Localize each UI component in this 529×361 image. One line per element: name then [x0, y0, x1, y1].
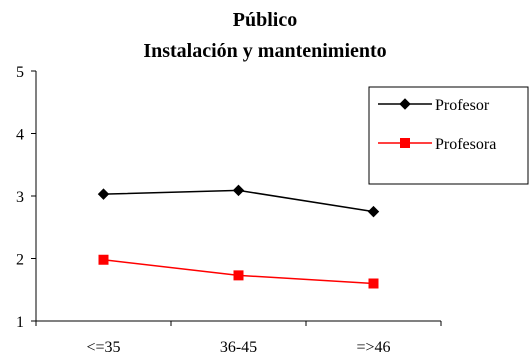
legend-marker: [400, 138, 410, 148]
data-point: [232, 184, 245, 197]
legend-entry: Profesor: [378, 97, 490, 114]
y-tick-label: 5: [16, 64, 24, 81]
x-tick-label: 36-45: [220, 339, 257, 356]
series-1: [97, 184, 380, 218]
legend-label: Profesora: [435, 136, 496, 153]
legend-marker: [399, 98, 411, 110]
series-2: [98, 254, 379, 289]
y-ticks: 1 2 3 4 5: [16, 64, 36, 331]
legend: Profesor Profesora: [368, 86, 529, 185]
data-point: [367, 205, 380, 218]
y-tick-label: 3: [16, 189, 24, 206]
data-point: [233, 270, 244, 281]
data-point: [97, 188, 110, 200]
chart-subtitle: Instalación y mantenimiento: [143, 40, 386, 62]
legend-box: [368, 86, 529, 185]
y-tick-label: 1: [16, 314, 24, 331]
legend-entry: Profesora: [378, 136, 496, 153]
y-tick-label: 4: [16, 127, 24, 144]
data-point: [98, 254, 109, 265]
x-ticks: <=35 36-45 =>46: [35, 321, 442, 356]
x-tick-label: =>46: [356, 339, 390, 356]
chart-title: Público: [233, 9, 297, 31]
series: [97, 184, 380, 289]
data-point: [368, 278, 379, 289]
x-tick-label: <=35: [86, 339, 120, 356]
y-tick-label: 2: [16, 252, 24, 269]
legend-label: Profesor: [435, 97, 490, 114]
